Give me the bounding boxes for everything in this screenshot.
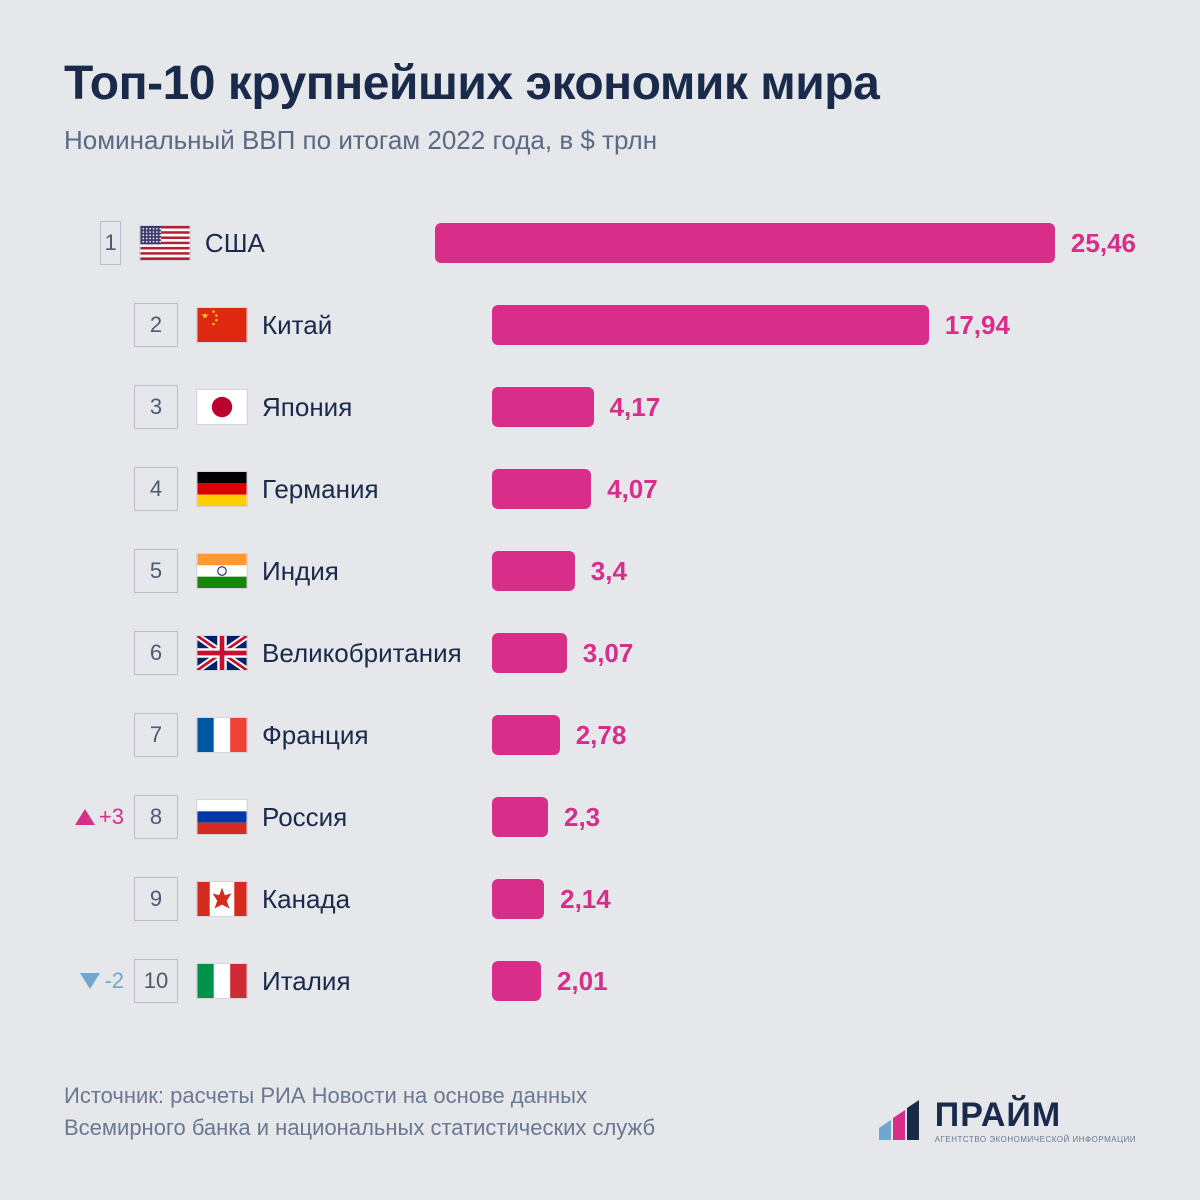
rank-box: 5 — [134, 549, 178, 593]
triangle-down-icon — [80, 973, 100, 989]
rank-box: 7 — [134, 713, 178, 757]
rank-box: 2 — [134, 303, 178, 347]
rank-change: -2 — [64, 968, 134, 994]
rank-box: 3 — [134, 385, 178, 429]
country-name: Великобритания — [262, 638, 492, 669]
chart-row: 5 Индия 3,4 — [64, 530, 1136, 612]
bar-cell: 4,17 — [492, 387, 1136, 427]
chart-row: -2 10 Италия 2,01 — [64, 940, 1136, 1022]
bar — [492, 879, 544, 919]
bar-value: 2,14 — [560, 884, 611, 915]
publisher-logo: ПРАЙМ АГЕНТСТВО ЭКОНОМИЧЕСКОЙ ИНФОРМАЦИИ — [879, 1096, 1136, 1144]
flag-icon — [139, 225, 191, 261]
bar-cell: 25,46 — [435, 223, 1136, 263]
bar-value: 17,94 — [945, 310, 1010, 341]
chart-row: 2 Китай 17,94 — [64, 284, 1136, 366]
chart-row: +3 8 Россия 2,3 — [64, 776, 1136, 858]
chart-title: Топ-10 крупнейших экономик мира — [64, 56, 1136, 111]
country-name: Канада — [262, 884, 492, 915]
flag-icon — [196, 799, 248, 835]
country-name: Франция — [262, 720, 492, 751]
bar-cell: 17,94 — [492, 305, 1136, 345]
flag-icon — [196, 881, 248, 917]
bar-cell: 4,07 — [492, 469, 1136, 509]
country-name: США — [205, 228, 435, 259]
chart-subtitle: Номинальный ВВП по итогам 2022 года, в $… — [64, 125, 1136, 156]
bar-value: 2,78 — [576, 720, 627, 751]
bar — [435, 223, 1055, 263]
bar-cell: 3,07 — [492, 633, 1136, 673]
country-name: Италия — [262, 966, 492, 997]
source-note: Источник: расчеты РИА Новости на основе … — [64, 1080, 655, 1144]
country-name: Япония — [262, 392, 492, 423]
rank-box: 4 — [134, 467, 178, 511]
bar-chart: 1 США 25,46 2 Китай 17,94 3 Япония 4,17 4 Германия… — [64, 202, 1136, 1022]
flag-icon — [196, 635, 248, 671]
bar — [492, 551, 575, 591]
rank-change: +3 — [64, 804, 134, 830]
bar — [492, 305, 929, 345]
bar-cell: 2,78 — [492, 715, 1136, 755]
flag-icon — [196, 389, 248, 425]
rank-box: 9 — [134, 877, 178, 921]
bar-value: 3,4 — [591, 556, 627, 587]
bar-value: 2,3 — [564, 802, 600, 833]
flag-icon — [196, 963, 248, 999]
bar-cell: 3,4 — [492, 551, 1136, 591]
logo-brand-text: ПРАЙМ — [935, 1096, 1136, 1135]
bar — [492, 387, 594, 427]
chart-row: 9 Канада 2,14 — [64, 858, 1136, 940]
bar — [492, 797, 548, 837]
bar-value: 4,07 — [607, 474, 658, 505]
bar-value: 3,07 — [583, 638, 634, 669]
bar — [492, 469, 591, 509]
bar-value: 25,46 — [1071, 228, 1136, 259]
bar — [492, 633, 567, 673]
rank-box: 6 — [134, 631, 178, 675]
flag-icon — [196, 553, 248, 589]
bar — [492, 715, 560, 755]
bar-value: 4,17 — [610, 392, 661, 423]
flag-icon — [196, 307, 248, 343]
chart-row: 6 Великобритания 3,07 — [64, 612, 1136, 694]
bar — [492, 961, 541, 1001]
bar-cell: 2,14 — [492, 879, 1136, 919]
bar-cell: 2,3 — [492, 797, 1136, 837]
country-name: Германия — [262, 474, 492, 505]
rank-box: 10 — [134, 959, 178, 1003]
rank-change-label: -2 — [104, 968, 124, 994]
bar-cell: 2,01 — [492, 961, 1136, 1001]
chart-row: 3 Япония 4,17 — [64, 366, 1136, 448]
logo-tagline: АГЕНТСТВО ЭКОНОМИЧЕСКОЙ ИНФОРМАЦИИ — [935, 1135, 1136, 1144]
rank-box: 1 — [100, 221, 121, 265]
chart-row: 1 США 25,46 — [64, 202, 1136, 284]
flag-icon — [196, 471, 248, 507]
logo-bars-icon — [879, 1100, 925, 1140]
flag-icon — [196, 717, 248, 753]
bar-value: 2,01 — [557, 966, 608, 997]
country-name: Индия — [262, 556, 492, 587]
rank-box: 8 — [134, 795, 178, 839]
chart-row: 4 Германия 4,07 — [64, 448, 1136, 530]
triangle-up-icon — [75, 809, 95, 825]
rank-change-label: +3 — [99, 804, 124, 830]
chart-row: 7 Франция 2,78 — [64, 694, 1136, 776]
country-name: Китай — [262, 310, 492, 341]
country-name: Россия — [262, 802, 492, 833]
